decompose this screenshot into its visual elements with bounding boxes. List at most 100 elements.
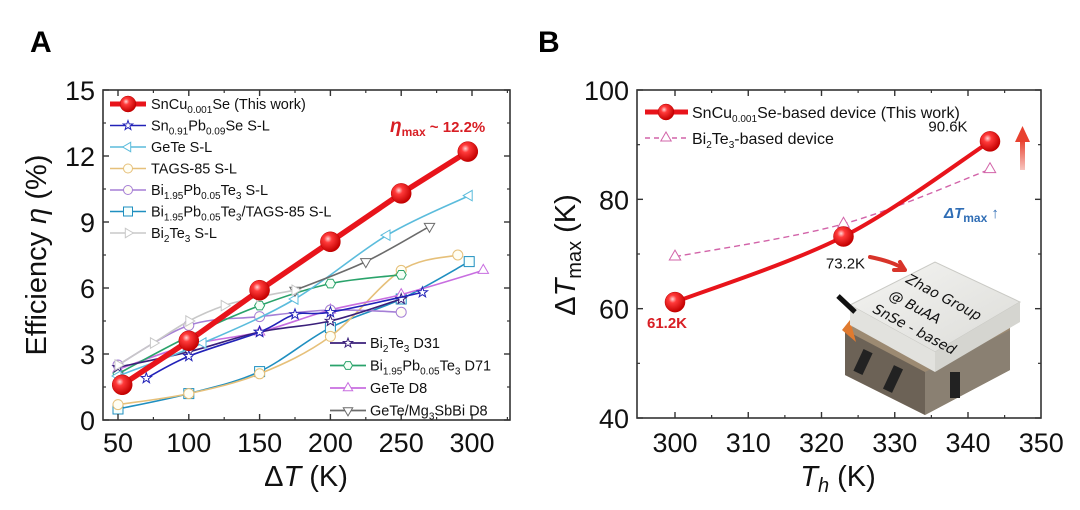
red-up-arrow-icon xyxy=(1015,126,1030,170)
y-tick-label: 6 xyxy=(80,274,95,304)
legend-label-bipb_tags: Bi1.95Pb0.05Te3/TAGS-85 S-L xyxy=(151,205,331,224)
panel-a-legend-top: SnCu0.001Se (This work) Sn0.91Pb0.09Se S-… xyxy=(110,95,331,245)
point-snpb-4 xyxy=(323,305,338,318)
x-tick-label: 200 xyxy=(308,428,353,458)
point-bite_dev-0 xyxy=(668,249,682,261)
point-gete_sl-2 xyxy=(288,292,299,306)
legend-marker-gete_sl xyxy=(121,141,132,153)
point-tags-5 xyxy=(452,249,464,261)
legend-label-gete_mg_d8: GeTe/Mg3SbBi D8 xyxy=(370,404,488,423)
x-tick-label: 340 xyxy=(945,428,990,458)
legend-marker-bite_d31 xyxy=(341,336,355,349)
point-gete_sl-3 xyxy=(380,229,391,242)
legend-item-gete_mg_d8: GeTe/Mg3SbBi D8 xyxy=(330,404,488,423)
data-label-2: 90.6K xyxy=(928,118,967,135)
panel-b-series-layer xyxy=(664,131,1001,313)
legend-label-bipb_sl: Bi1.95Pb0.05Te3 S-L xyxy=(151,183,268,202)
panel-a-legend-bottom: Bi2Te3 D31 Bi1.95Pb0.05Te3 D71 GeTe D8 GeTe… xyxy=(330,336,491,423)
series-bite_dev xyxy=(668,161,997,261)
legend-item-snpb: Sn0.91Pb0.09Se S-L xyxy=(110,119,270,138)
y-tick-label: 60 xyxy=(599,295,629,325)
panel-b-dtmax-annotation: ΔTmax ↑ xyxy=(943,205,999,225)
legend-marker-tags xyxy=(123,163,133,174)
series-sncu xyxy=(111,141,479,396)
data-label-1: 73.2K xyxy=(826,256,865,273)
point-bipb_sl-4 xyxy=(395,306,407,318)
legend-label-sncu: SnCu0.001Se (This work) xyxy=(151,97,306,116)
point-gete_mg_d8-1 xyxy=(359,258,372,269)
legend-marker-sncu_dev xyxy=(657,103,675,121)
legend-item-bite_sl: Bi2Te3 S-L xyxy=(110,226,217,245)
point-gete_sl-1 xyxy=(196,336,207,350)
point-sncu_dev-1 xyxy=(833,226,854,247)
x-tick-label: 350 xyxy=(1019,428,1064,458)
panel-a-ylabel: Efficiency η (%) xyxy=(21,155,53,356)
point-bite_d31-3 xyxy=(323,313,338,327)
point-snpb-3 xyxy=(288,307,302,321)
panel-b-tick-labels: 300 310 320 330 340 350 40 60 80 100 xyxy=(584,76,1064,458)
series-snpb xyxy=(139,285,430,384)
legend-item-bipb_d71: Bi1.95Pb0.05Te3 D71 xyxy=(330,359,491,378)
point-gete_mg_d8-2 xyxy=(423,222,436,234)
point-sncu-1 xyxy=(178,330,200,352)
x-tick-label: 50 xyxy=(103,428,133,458)
legend-marker-bipb_tags xyxy=(123,206,133,217)
point-bite_sl-2 xyxy=(185,314,196,328)
point-sncu-5 xyxy=(457,141,479,162)
x-tick-label: 100 xyxy=(166,428,211,458)
panel-a-chart: 50 100 150 200 250 300 0 3 6 9 12 15 ΔT (K) Efficie… xyxy=(21,76,511,493)
panel-a-ticks xyxy=(103,89,510,421)
point-sncu-2 xyxy=(249,279,270,301)
legend-label-bite_sl: Bi2Te3 S-L xyxy=(151,226,217,245)
panel-a-tick-labels: 50 100 150 200 250 300 0 3 6 9 12 15 xyxy=(65,76,495,458)
x-tick-label: 250 xyxy=(379,428,424,458)
panel-b-chart: Zhao Group @ BuAA SnSe - based 300 310 320… xyxy=(550,76,1064,497)
point-bite_sl-0 xyxy=(114,358,125,372)
legend-item-bipb_tags: Bi1.95Pb0.05Te3/TAGS-85 S-L xyxy=(110,205,331,224)
legend-item-bipb_sl: Bi1.95Pb0.05Te3 S-L xyxy=(110,183,268,202)
point-snpb-5 xyxy=(415,285,430,299)
point-snpb-1 xyxy=(182,349,196,362)
x-tick-label: 300 xyxy=(652,428,697,458)
legend-item-tags: TAGS-85 S-L xyxy=(110,162,237,178)
point-sncu-3 xyxy=(320,231,341,253)
legend-item-gete_d8: GeTe D8 xyxy=(330,381,427,397)
data-label-0: 61.2K xyxy=(647,315,687,332)
y-tick-label: 15 xyxy=(65,76,95,106)
point-bite_dev-1 xyxy=(836,216,851,228)
y-tick-label: 0 xyxy=(80,406,95,436)
panel-a-series-layer xyxy=(111,141,490,415)
panel-a-eta-max-annotation: ηmax ~ 12.2% xyxy=(390,116,485,139)
x-tick-label: 150 xyxy=(237,428,282,458)
point-bipb_d71-2 xyxy=(254,300,266,311)
device-photo-inset: Zhao Group @ BuAA SnSe - based xyxy=(836,255,1022,415)
x-tick-label: 310 xyxy=(726,428,771,458)
point-bite_sl-1 xyxy=(149,336,161,350)
legend-item-gete_sl: GeTe S-L xyxy=(110,140,212,156)
point-tags-2 xyxy=(254,368,266,380)
y-tick-label: 100 xyxy=(584,76,629,106)
legend-marker-bite_dev xyxy=(659,131,673,142)
series-sncu_dev xyxy=(664,131,1001,313)
point-tags-0 xyxy=(112,399,124,411)
legend-label-bite_d31: Bi2Te3 D31 xyxy=(370,336,440,355)
point-sncu-4 xyxy=(390,183,412,204)
legend-label-tags: TAGS-85 S-L xyxy=(151,162,237,178)
legend-label-gete_sl: GeTe S-L xyxy=(151,140,212,156)
point-bite_dev-2 xyxy=(983,161,997,174)
legend-item-bite_d31: Bi2Te3 D31 xyxy=(330,336,440,355)
panel-b-ticks xyxy=(637,89,1041,419)
panel-b-data-labels: 61.2K 73.2K 90.6K xyxy=(647,118,968,332)
point-sncu_dev-0 xyxy=(664,291,686,313)
legend-item-sncu_dev: SnCu0.001Se-based device (This work) xyxy=(645,103,960,125)
point-snpb-2 xyxy=(252,324,267,338)
x-tick-label: 330 xyxy=(872,428,917,458)
legend-marker-bite_sl xyxy=(124,227,135,239)
line-sncu xyxy=(120,149,470,388)
y-tick-label: 9 xyxy=(80,208,95,238)
point-gete_d8-5 xyxy=(477,263,490,274)
legend-item-bite_dev: Bi2Te3-based device xyxy=(645,131,834,151)
x-tick-label: 300 xyxy=(449,428,494,458)
point-bipb_d71-4 xyxy=(395,270,407,280)
